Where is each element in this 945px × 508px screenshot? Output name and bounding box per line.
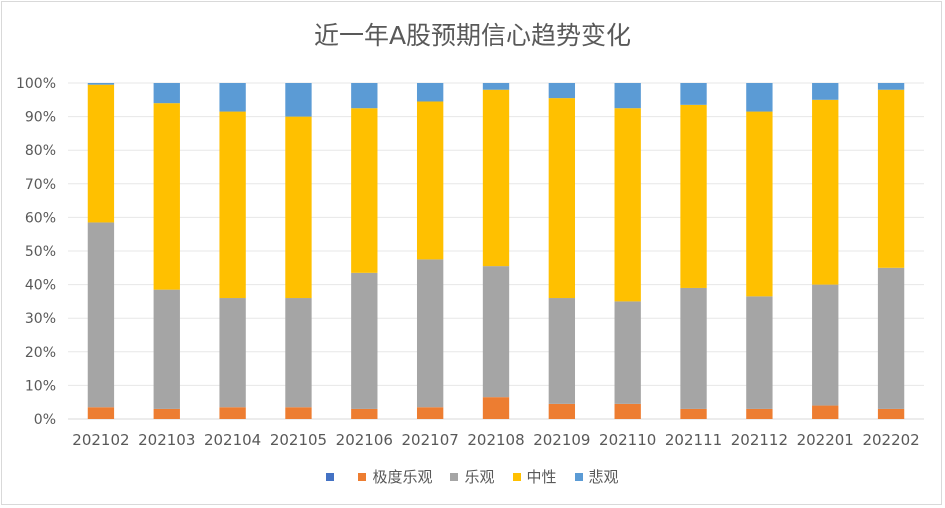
- y-tick-label: 40%: [25, 278, 56, 294]
- bar-segment-202112-series-4: [746, 83, 773, 112]
- bar-segment-202104-series-2: [219, 298, 246, 408]
- y-tick-label: 90%: [25, 110, 56, 126]
- y-tick-label: 50%: [25, 244, 56, 260]
- bar-segment-202110-series-4: [614, 83, 641, 109]
- bar-segment-202107-series-3: [416, 101, 444, 260]
- x-tick-label: 202107: [402, 431, 459, 449]
- bar-segment-202104-series-4: [219, 83, 246, 112]
- bar-segment-202106-series-1: [351, 408, 378, 419]
- bar-segment-202202-series-1: [877, 408, 905, 419]
- bar-segment-202102-series-3: [87, 84, 115, 223]
- bar-segment-202105-series-3: [285, 116, 312, 299]
- bar-segment-202112-series-1: [746, 408, 773, 419]
- bar-segment-202107-series-4: [416, 83, 444, 102]
- bar-segment-202201-series-2: [812, 284, 839, 406]
- bar-segment-202108-series-4: [482, 83, 510, 90]
- legend-swatch-optimistic: [450, 472, 459, 481]
- bar-segment-202105-series-4: [285, 83, 312, 117]
- bar-segment-202201-series-1: [812, 405, 839, 419]
- bar-segment-202106-series-3: [351, 108, 378, 273]
- legend-swatch-pessimistic: [574, 472, 583, 481]
- bar-segment-202202-series-4: [877, 83, 905, 90]
- y-tick-label: 60%: [25, 210, 56, 226]
- bar-segment-202201-series-4: [812, 83, 839, 100]
- x-tick-label: 202104: [204, 431, 261, 449]
- bar-segment-202109-series-3: [548, 98, 576, 299]
- bar-segment-202106-series-4: [351, 83, 378, 109]
- x-tick-label: 202202: [862, 431, 919, 449]
- legend-item-optimistic: 乐观: [450, 466, 495, 487]
- y-tick-label: 0%: [34, 412, 56, 428]
- bar-segment-202102-series-1: [87, 407, 115, 419]
- bar-segment-202111-series-2: [680, 287, 707, 409]
- legend-label-optimistic: 乐观: [464, 468, 495, 486]
- x-tick-label: 202110: [599, 431, 656, 449]
- bar-segment-202109-series-2: [548, 298, 576, 404]
- bar-segment-202202-series-2: [877, 267, 905, 409]
- legend-item-series-1: [326, 466, 340, 487]
- bar-segment-202105-series-1: [285, 407, 312, 419]
- bar-segment-202105-series-2: [285, 298, 312, 408]
- bar-segment-202112-series-2: [746, 296, 773, 409]
- bar-segment-202104-series-1: [219, 407, 246, 419]
- bar-segment-202102-series-2: [87, 222, 115, 408]
- bar-segment-202103-series-1: [153, 408, 180, 419]
- chart-title: 近一年A股预期信心趋势变化: [313, 21, 632, 50]
- legend-item-pessimistic: 悲观: [574, 466, 619, 487]
- bar-segment-202111-series-4: [680, 83, 707, 105]
- bar-segment-202110-series-3: [614, 108, 641, 302]
- x-tick-label: 202111: [665, 431, 722, 449]
- bar-segment-202103-series-2: [153, 289, 180, 409]
- x-tick-label: 202112: [731, 431, 788, 449]
- bar-segment-202102-series-4: [87, 83, 115, 85]
- bar-segment-202202-series-3: [877, 89, 905, 268]
- bar-segment-202110-series-1: [614, 403, 641, 419]
- x-tick-label: 202106: [336, 431, 393, 449]
- x-tick-label: 202109: [533, 431, 590, 449]
- x-tick-label: 202102: [72, 431, 129, 449]
- bar-segment-202201-series-3: [812, 99, 839, 285]
- x-tick-label: 202108: [467, 431, 524, 449]
- bar-segment-202111-series-1: [680, 408, 707, 419]
- y-tick-label: 20%: [25, 345, 56, 361]
- bar-segment-202108-series-3: [482, 89, 510, 267]
- bar-segment-202104-series-3: [219, 111, 246, 299]
- legend-item-neutral: 中性: [512, 466, 557, 487]
- bar-segment-202107-series-1: [416, 407, 444, 419]
- y-tick-label: 30%: [25, 311, 56, 327]
- bar-segment-202111-series-3: [680, 104, 707, 288]
- bar-segment-202109-series-4: [548, 83, 576, 99]
- bar-segment-202109-series-1: [548, 403, 576, 419]
- legend-swatch-extremely-optimistic: [358, 472, 367, 481]
- bar-segment-202110-series-2: [614, 301, 641, 404]
- bar-segment-202106-series-2: [351, 272, 378, 409]
- legend-item-extremely-optimistic: 极度乐观: [358, 466, 432, 487]
- bar-segment-202108-series-2: [482, 266, 510, 398]
- bar-segment-202103-series-4: [153, 83, 180, 104]
- y-tick-label: 80%: [25, 143, 56, 159]
- legend-swatch-neutral: [512, 472, 521, 481]
- bar-segment-202112-series-3: [746, 111, 773, 297]
- legend-label-extremely-optimistic: 极度乐观: [372, 468, 433, 486]
- x-tick-label: 202103: [138, 431, 195, 449]
- y-tick-label: 100%: [16, 76, 56, 92]
- bar-segment-202107-series-2: [416, 259, 444, 408]
- y-tick-label: 70%: [25, 177, 56, 193]
- y-tick-label: 10%: [25, 378, 56, 394]
- bar-segment-202103-series-3: [153, 103, 180, 290]
- x-tick-label: 202105: [270, 431, 327, 449]
- x-tick-label: 202201: [797, 431, 854, 449]
- chart-legend: 极度乐观 乐观 中性 悲观: [0, 466, 945, 487]
- legend-label-neutral: 中性: [526, 468, 557, 486]
- bar-segment-202108-series-1: [482, 397, 510, 419]
- legend-swatch-series-1: [326, 472, 335, 481]
- legend-label-pessimistic: 悲观: [588, 468, 619, 486]
